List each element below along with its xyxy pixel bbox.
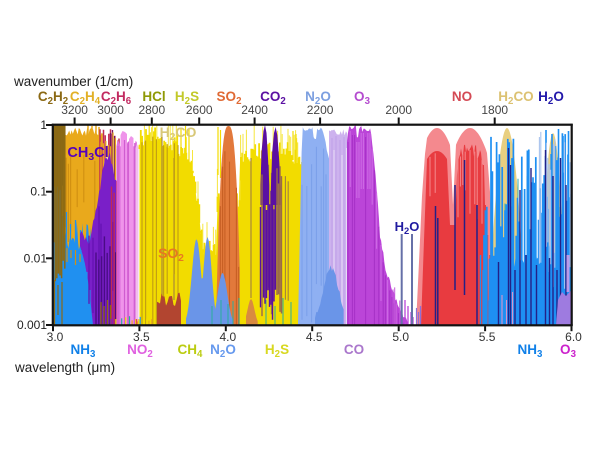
svg-text:CH3Cl: CH3Cl: [67, 145, 108, 163]
svg-text:3200: 3200: [61, 103, 88, 117]
svg-text:5.5: 5.5: [479, 330, 496, 344]
svg-text:H2CO: H2CO: [160, 124, 197, 143]
svg-text:0.01: 0.01: [24, 251, 48, 265]
svg-text:O3: O3: [560, 342, 577, 360]
svg-text:0.001: 0.001: [17, 318, 47, 332]
svg-text:H2S: H2S: [265, 342, 289, 360]
svg-text:H2O: H2O: [395, 219, 420, 236]
svg-text:CH4: CH4: [178, 342, 204, 360]
svg-text:3000: 3000: [97, 103, 124, 117]
svg-text:SO2: SO2: [217, 89, 242, 107]
svg-text:5.0: 5.0: [392, 330, 409, 344]
svg-text:CO: CO: [344, 342, 364, 357]
svg-text:N2O: N2O: [305, 89, 331, 107]
svg-text:2800: 2800: [138, 103, 165, 117]
svg-text:3.5: 3.5: [133, 330, 150, 344]
svg-text:wavenumber (1/cm): wavenumber (1/cm): [13, 74, 133, 89]
svg-text:1800: 1800: [481, 103, 508, 117]
svg-text:SO2: SO2: [158, 245, 184, 264]
svg-text:H2O: H2O: [538, 89, 564, 107]
svg-text:0.1: 0.1: [30, 185, 47, 199]
svg-text:C2H4: C2H4: [70, 89, 101, 107]
svg-text:C2H6: C2H6: [101, 89, 132, 107]
svg-text:wavelength (μm): wavelength (μm): [14, 360, 115, 375]
svg-text:2200: 2200: [307, 103, 334, 117]
svg-text:4.0: 4.0: [219, 330, 236, 344]
svg-text:NH3: NH3: [518, 342, 544, 360]
svg-text:C2H2: C2H2: [38, 89, 68, 107]
svg-text:N2O: N2O: [210, 342, 236, 360]
svg-text:4.5: 4.5: [306, 330, 323, 344]
svg-text:NH3: NH3: [71, 342, 97, 360]
svg-text:CO2: CO2: [260, 89, 286, 107]
svg-text:6.0: 6.0: [565, 330, 582, 344]
svg-text:2400: 2400: [241, 103, 268, 117]
svg-text:NO: NO: [452, 89, 472, 104]
svg-text:3.0: 3.0: [47, 330, 64, 344]
svg-text:2000: 2000: [385, 103, 412, 117]
svg-text:NO2: NO2: [127, 342, 153, 360]
svg-text:HCl: HCl: [142, 89, 165, 104]
svg-text:H2S: H2S: [175, 89, 199, 107]
svg-text:2600: 2600: [186, 103, 213, 117]
svg-text:1: 1: [40, 118, 47, 132]
svg-text:O3: O3: [354, 89, 371, 107]
svg-text:H2CO: H2CO: [498, 89, 533, 107]
